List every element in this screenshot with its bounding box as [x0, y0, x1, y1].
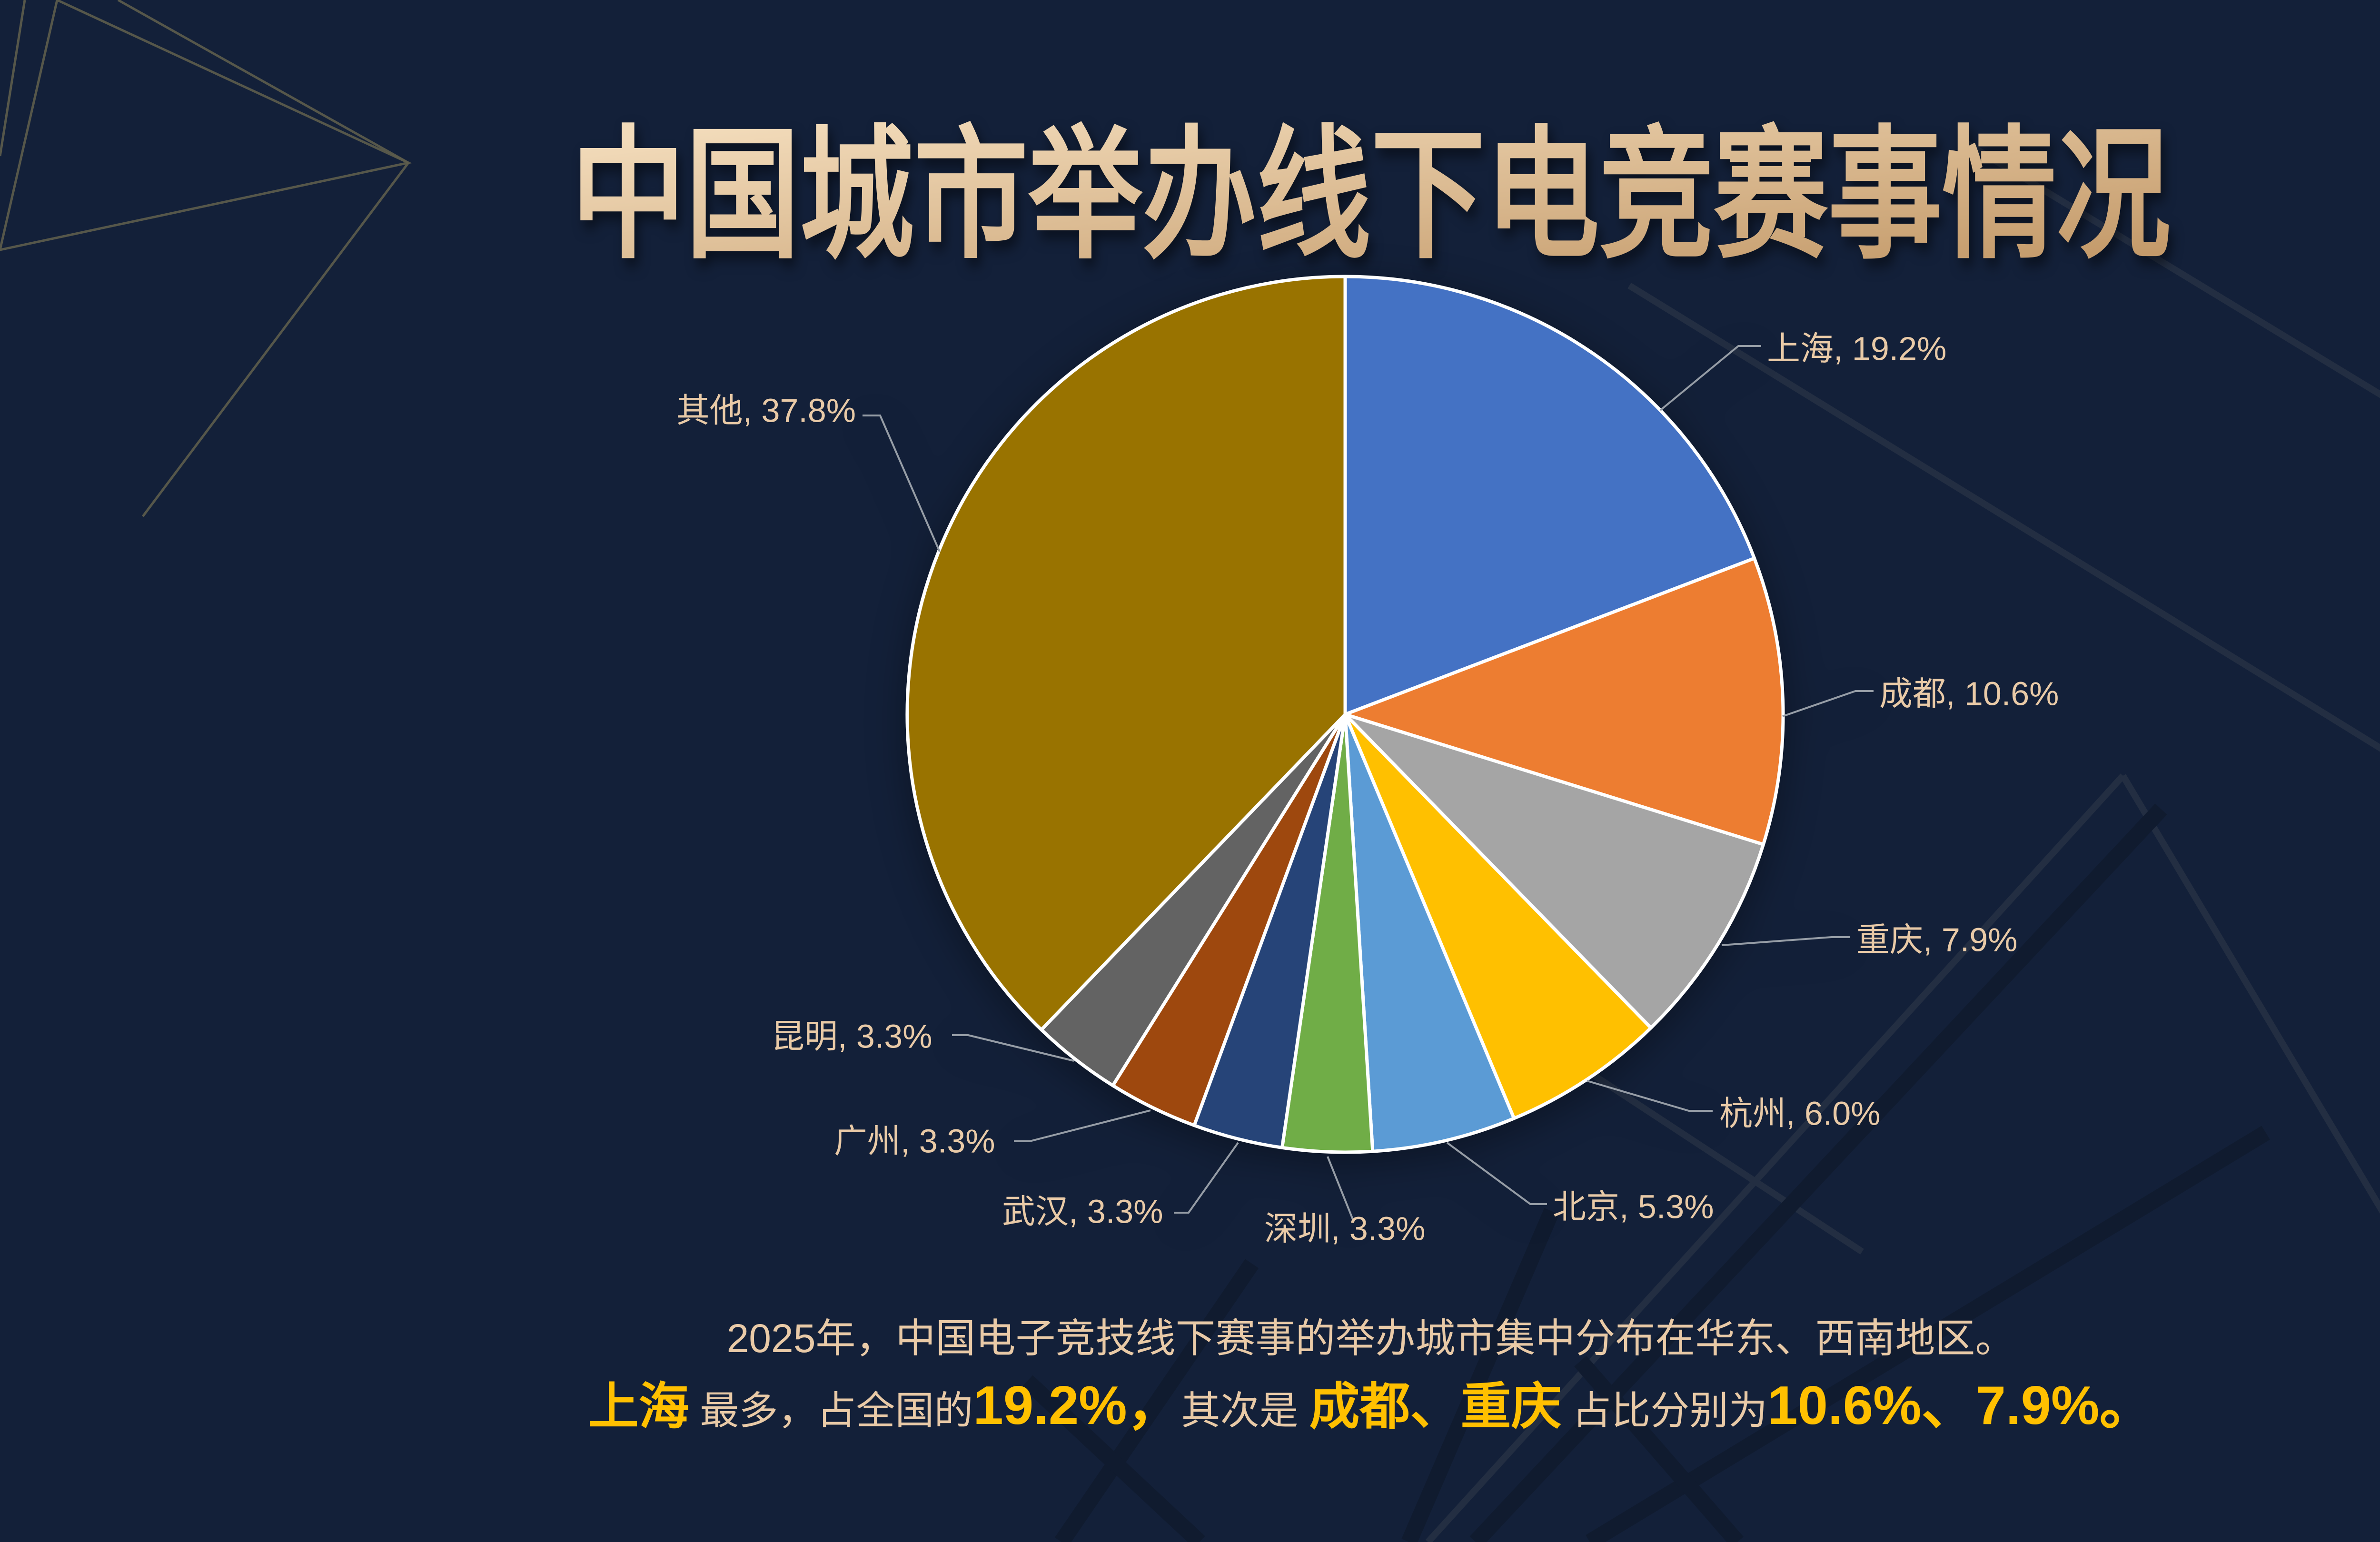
decor-dark-bands-bottom	[1021, 803, 2270, 1542]
leader-line-武汉	[1174, 1142, 1239, 1214]
pie-slice-成都	[1343, 556, 1785, 846]
leader-line-北京	[1446, 1142, 1547, 1205]
pie-label-杭州: 杭州, 6.0%	[1719, 1095, 1881, 1132]
pie-slice-上海	[1343, 275, 1756, 716]
leader-line-上海	[1659, 345, 1761, 411]
leader-line-成都	[1782, 690, 1874, 717]
leader-line-昆明	[952, 1034, 1074, 1062]
caption-segment: 19.2%，	[973, 1375, 1181, 1436]
caption-segment: 成都、重庆	[1309, 1379, 1562, 1435]
pie-label-广州: 广州, 3.3%	[834, 1122, 995, 1160]
pie-label-武汉: 武汉, 3.3%	[1002, 1193, 1163, 1230]
pie-slice-北京	[1343, 712, 1516, 1153]
leader-line-深圳	[1327, 1156, 1354, 1220]
leader-line-其他	[863, 415, 941, 552]
pie-label-昆明: 昆明, 3.3%	[771, 1018, 932, 1055]
decor-steel-polygons-right	[1425, 140, 2380, 1542]
pie-slice-重庆	[1343, 712, 1765, 1030]
caption-segment: 其次是	[1181, 1389, 1309, 1433]
pie-label-深圳: 深圳, 3.3%	[1264, 1210, 1426, 1247]
pie-label-上海: 上海, 19.2%	[1767, 330, 1947, 367]
leader-line-广州	[1014, 1109, 1151, 1142]
caption-segment: 10.6%、7.9%。	[1767, 1375, 2154, 1436]
pie-label-成都: 成都, 10.6%	[1879, 675, 2059, 712]
caption-line2: 上海 最多，占全国的19.2%，其次是 成都、重庆 占比分别为10.6%、7.9…	[0, 1361, 2380, 1440]
caption-segment: 上海	[588, 1379, 689, 1435]
caption-segment: 占比分别为	[1561, 1389, 1768, 1433]
caption-segment: 最多，占全国的	[689, 1389, 973, 1433]
leader-line-重庆	[1721, 936, 1850, 946]
leader-line-杭州	[1587, 1080, 1713, 1112]
decor-gold-triangles-top-left	[0, 0, 412, 517]
pie-slice-杭州	[1343, 712, 1653, 1120]
page-title: 中国城市举办线下电竞赛事情况	[274, 117, 2380, 274]
caption-line1: 2025年，中国电子竞技线下赛事的举办城市集中分布在华东、西南地区。	[726, 1316, 2015, 1361]
pie-label-其他: 其他, 37.8%	[676, 392, 856, 429]
pie-label-重庆: 重庆, 7.9%	[1856, 921, 2018, 959]
pie-label-北京: 北京, 5.3%	[1553, 1188, 1714, 1226]
